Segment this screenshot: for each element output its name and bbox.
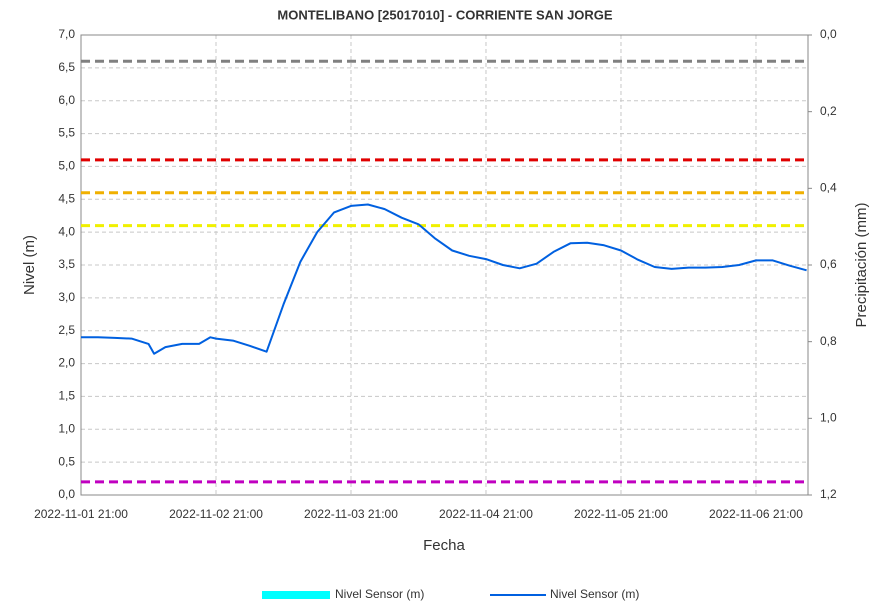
x-tick-label: 2022-11-01 21:00: [34, 507, 128, 521]
x-axis-title: Fecha: [423, 537, 465, 554]
chart-title: MONTELIBANO [25017010] - CORRIENTE SAN J…: [277, 7, 613, 22]
y-tick-label: 1,0: [58, 421, 75, 435]
y-tick-label: 0,5: [58, 454, 75, 468]
y2-tick-label: 0,4: [820, 181, 837, 195]
y2-tick-label: 0,0: [820, 27, 837, 41]
x-tick-label: 2022-11-04 21:00: [439, 507, 533, 521]
y-tick-label: 4,5: [58, 191, 75, 205]
y-tick-label: 6,5: [58, 60, 75, 74]
line: [81, 203, 807, 355]
y-tick-label: 4,0: [58, 224, 75, 238]
y-tick-label: 2,0: [58, 356, 75, 370]
x-tick-label: 2022-11-05 21:00: [574, 507, 668, 521]
y2-tick-label: 0,2: [820, 104, 837, 118]
plot-border: [80, 34, 809, 496]
legend-label: Nivel Sensor (m): [335, 587, 424, 601]
y-tick-label: 5,5: [58, 126, 75, 140]
x-tick-label: 2022-11-02 21:00: [169, 507, 263, 521]
y-tick-label: 2,5: [58, 323, 75, 337]
y-axis-title: Nivel (m): [21, 235, 38, 295]
legend-label: Nivel Sensor (m): [550, 587, 639, 601]
y-tick-label: 7,0: [58, 27, 75, 41]
y2-tick-label: 0,8: [820, 334, 837, 348]
y-tick-label: 6,0: [58, 93, 75, 107]
y2-tick-label: 1,2: [820, 487, 837, 501]
y2-axis-title: Precipitación (mm): [853, 202, 870, 327]
y-tick-label: 3,5: [58, 257, 75, 271]
y-tick-label: 5,0: [58, 159, 75, 173]
legend-swatch: [262, 591, 330, 599]
y-tick-label: 3,0: [58, 290, 75, 304]
x-tick-label: 2022-11-06 21:00: [709, 507, 803, 521]
y2-tick-label: 1,0: [820, 411, 837, 425]
x-tick-label: 2022-11-03 21:00: [304, 507, 398, 521]
y2-tick-label: 0,6: [820, 257, 837, 271]
y-tick-label: 0,0: [58, 487, 75, 501]
y-tick-label: 1,5: [58, 389, 75, 403]
